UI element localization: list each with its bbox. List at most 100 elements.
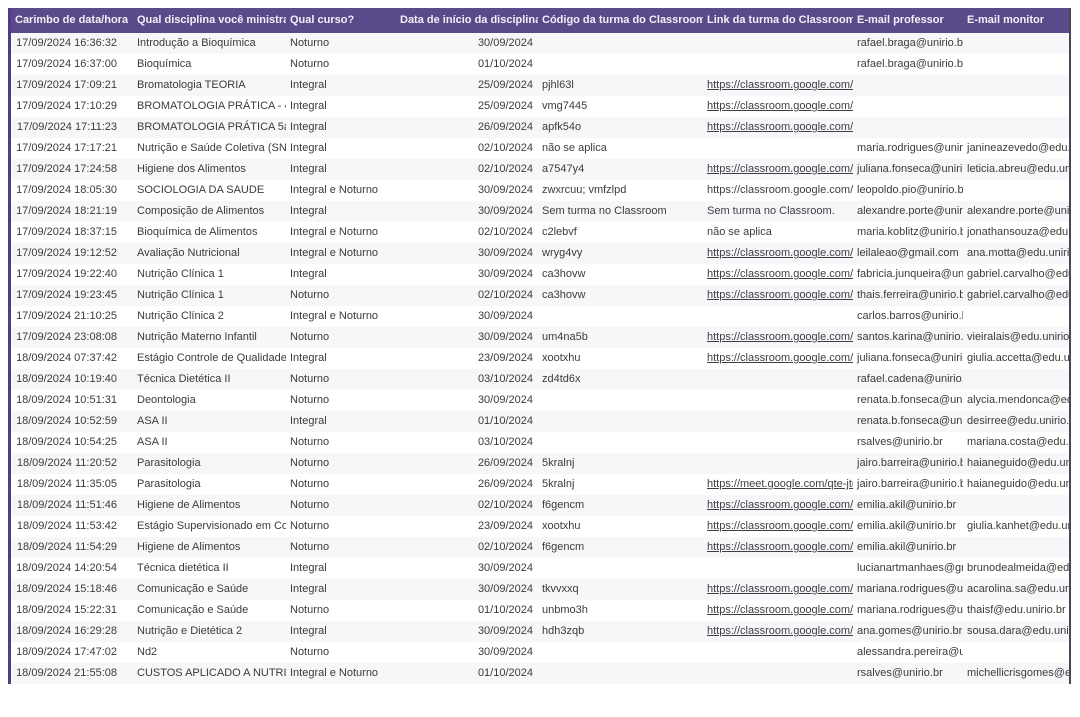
cell-curso: Integral e Noturno [290, 184, 379, 196]
cell-data-inicio: 02/10/2024 [477, 226, 533, 238]
classroom-link[interactable]: https://classroom.google.com/c/N [707, 352, 853, 364]
cell-disciplina: Técnica Dietética II [137, 373, 231, 385]
cell-email-professor: rafael.braga@unirio.br [857, 58, 963, 70]
cell-email-monitor: michellicrisgomes@edu.unirio.br [967, 667, 1069, 679]
cell-email-professor: rsalves@unirio.br [857, 667, 943, 679]
cell-codigo-turma: xootxhu [542, 520, 581, 532]
cell-data-inicio: 30/09/2024 [477, 625, 533, 637]
cell-curso: Noturno [290, 58, 330, 70]
cell-curso: Noturno [290, 457, 330, 469]
cell-timestamp: 17/09/2024 17:09:21 [16, 79, 117, 91]
cell-codigo-turma [538, 642, 703, 663]
cell-email-monitor [963, 96, 1069, 117]
cell-data-inicio: 02/10/2024 [477, 289, 533, 301]
cell-link-turma: https://classroom.google.com/c/N [703, 159, 853, 180]
cell-disciplina: SOCIOLOGIA DA SAUDE [137, 184, 265, 196]
cell-disciplina: Nutrição Clínica 1 [137, 268, 224, 280]
table-row: 18/09/2024 11:35:05 Parasitologia Noturno 2… [11, 474, 1069, 495]
classroom-link[interactable]: https://classroom.google.com/c/N [707, 121, 853, 133]
cell-curso: Integral [290, 142, 327, 154]
cell-email-professor: maria.rodrigues@unirio.br [857, 142, 963, 154]
cell-disciplina: Nutrição Clínica 2 [137, 310, 224, 322]
cell-email-monitor: sousa.dara@edu.unirio.br [967, 625, 1069, 637]
classroom-link[interactable]: https://classroom.google.com/c/N [707, 583, 853, 595]
cell-email-monitor: giulia.accetta@edu.unirio.br [967, 352, 1069, 364]
cell-email-professor: carlos.barros@unirio.br [857, 310, 963, 322]
cell-data-inicio: 25/09/2024 [477, 79, 533, 91]
cell-disciplina: Estágio Supervisionado em Controle [137, 520, 286, 532]
cell-curso: Integral [290, 625, 327, 637]
table-row: 18/09/2024 15:22:31 Comunicação e Saúde No… [11, 600, 1069, 621]
cell-email-professor: ana.gomes@unirio.br [857, 625, 963, 637]
cell-timestamp: 17/09/2024 19:22:40 [16, 268, 117, 280]
table-row: 18/09/2024 10:52:59 ASA II Integral 01/10/2… [11, 411, 1069, 432]
cell-email-monitor: leticia.abreu@edu.unirio.br [967, 163, 1069, 175]
classroom-link[interactable]: https://classroom.google.com/c/N [707, 163, 853, 175]
cell-codigo-turma [538, 306, 703, 327]
cell-email-professor: juliana.fonseca@unirio.br [857, 352, 963, 364]
cell-timestamp: 17/09/2024 18:21:19 [16, 205, 117, 217]
table-row: 18/09/2024 10:19:40 Técnica Dietética II N… [11, 369, 1069, 390]
cell-link-turma: https://classroom.google.com/c/N [703, 117, 853, 138]
cell-email-professor: rafael.braga@unirio.br [857, 37, 963, 49]
table-row: 18/09/2024 10:54:25 ASA II Noturno 03/10/20… [11, 432, 1069, 453]
cell-codigo-turma: vmg7445 [542, 100, 588, 112]
classroom-link[interactable]: https://classroom.google.com/c/N [707, 247, 853, 259]
cell-disciplina: BROMATOLOGIA PRÁTICA 5a FEIRA [137, 121, 286, 133]
cell-email-professor: rafael.cadena@unirio.br [857, 373, 963, 385]
classroom-link[interactable]: https://classroom.google.com/c/N [707, 100, 853, 112]
table-row: 17/09/2024 19:22:40 Nutrição Clínica 1 Int… [11, 264, 1069, 285]
link-text: https://classroom.google.com/c/N [707, 184, 853, 196]
column-header-professor: E-mail professor [857, 14, 944, 26]
cell-email-professor: fabricia.junqueira@unirio [857, 268, 963, 280]
cell-disciplina: Higiene de Alimentos [137, 499, 241, 511]
cell-curso: Integral [290, 562, 327, 574]
table-row: 17/09/2024 16:37:00 Bioquímica Noturno 01/1… [11, 54, 1069, 75]
classroom-link[interactable]: https://classroom.google.com/c/N [707, 625, 853, 637]
cell-data-inicio: 02/10/2024 [477, 142, 533, 154]
cell-email-monitor [963, 642, 1069, 663]
cell-data-inicio: 23/09/2024 [477, 520, 533, 532]
cell-link-turma [703, 54, 853, 75]
cell-curso: Integral [290, 268, 327, 280]
classroom-link[interactable]: https://classroom.google.com/c/N [707, 520, 853, 532]
cell-email-professor: santos.karina@unirio.br [857, 331, 963, 343]
cell-timestamp: 18/09/2024 11:54:29 [16, 541, 117, 553]
cell-codigo-turma: pjhl63l [542, 79, 574, 91]
cell-disciplina: Higiene de Alimentos [137, 541, 241, 553]
cell-curso: Integral e Noturno [290, 226, 379, 238]
cell-disciplina: Bromatologia TEORIA [137, 79, 246, 91]
table-body: 17/09/2024 16:36:32 Introdução a Bioquími… [11, 33, 1069, 684]
cell-timestamp: 17/09/2024 21:10:25 [16, 310, 117, 322]
cell-timestamp: 17/09/2024 17:24:58 [16, 163, 117, 175]
cell-disciplina: Higiene dos Alimentos [137, 163, 246, 175]
cell-email-monitor [963, 33, 1069, 54]
cell-codigo-turma [538, 432, 703, 453]
classroom-link[interactable]: https://classroom.google.com/c/N [707, 268, 853, 280]
classroom-link[interactable]: https://classroom.google.com/c/N [707, 79, 853, 91]
classroom-link[interactable]: https://classroom.google.com/c/N [707, 541, 853, 553]
cell-timestamp: 17/09/2024 19:23:45 [16, 289, 117, 301]
cell-link-turma: https://classroom.google.com/c/N [703, 327, 853, 348]
cell-curso: Integral [290, 583, 327, 595]
cell-curso: Noturno [290, 373, 330, 385]
cell-data-inicio: 30/09/2024 [477, 331, 533, 343]
cell-disciplina: Deontologia [137, 394, 196, 406]
classroom-link[interactable]: https://classroom.google.com/c/N [707, 289, 853, 301]
cell-email-professor [853, 117, 963, 138]
cell-email-professor [853, 75, 963, 96]
table-row: 18/09/2024 11:54:29 Higiene de Alimentos N… [11, 537, 1069, 558]
cell-email-monitor: giulia.kanhet@edu.unirio.br [967, 520, 1069, 532]
table-row: 17/09/2024 17:09:21 Bromatologia TEORIA In… [11, 75, 1069, 96]
cell-link-turma: https://classroom.google.com/c/N [703, 75, 853, 96]
classroom-link[interactable]: https://classroom.google.com/c/N [707, 604, 853, 616]
cell-link-turma: não se aplica [703, 222, 853, 243]
cell-timestamp: 17/09/2024 18:37:15 [16, 226, 117, 238]
cell-curso: Integral e Noturno [290, 667, 379, 679]
classroom-link[interactable]: https://classroom.google.com/c/N [707, 331, 853, 343]
cell-disciplina: Parasitologia [137, 457, 201, 469]
cell-link-turma: https://classroom.google.com/c/N [703, 180, 853, 201]
classroom-link[interactable]: https://classroom.google.com/u/1 [707, 499, 853, 511]
cell-curso: Noturno [290, 520, 330, 532]
classroom-link[interactable]: https://meet.google.com/qte-jtcb-v [707, 478, 853, 490]
